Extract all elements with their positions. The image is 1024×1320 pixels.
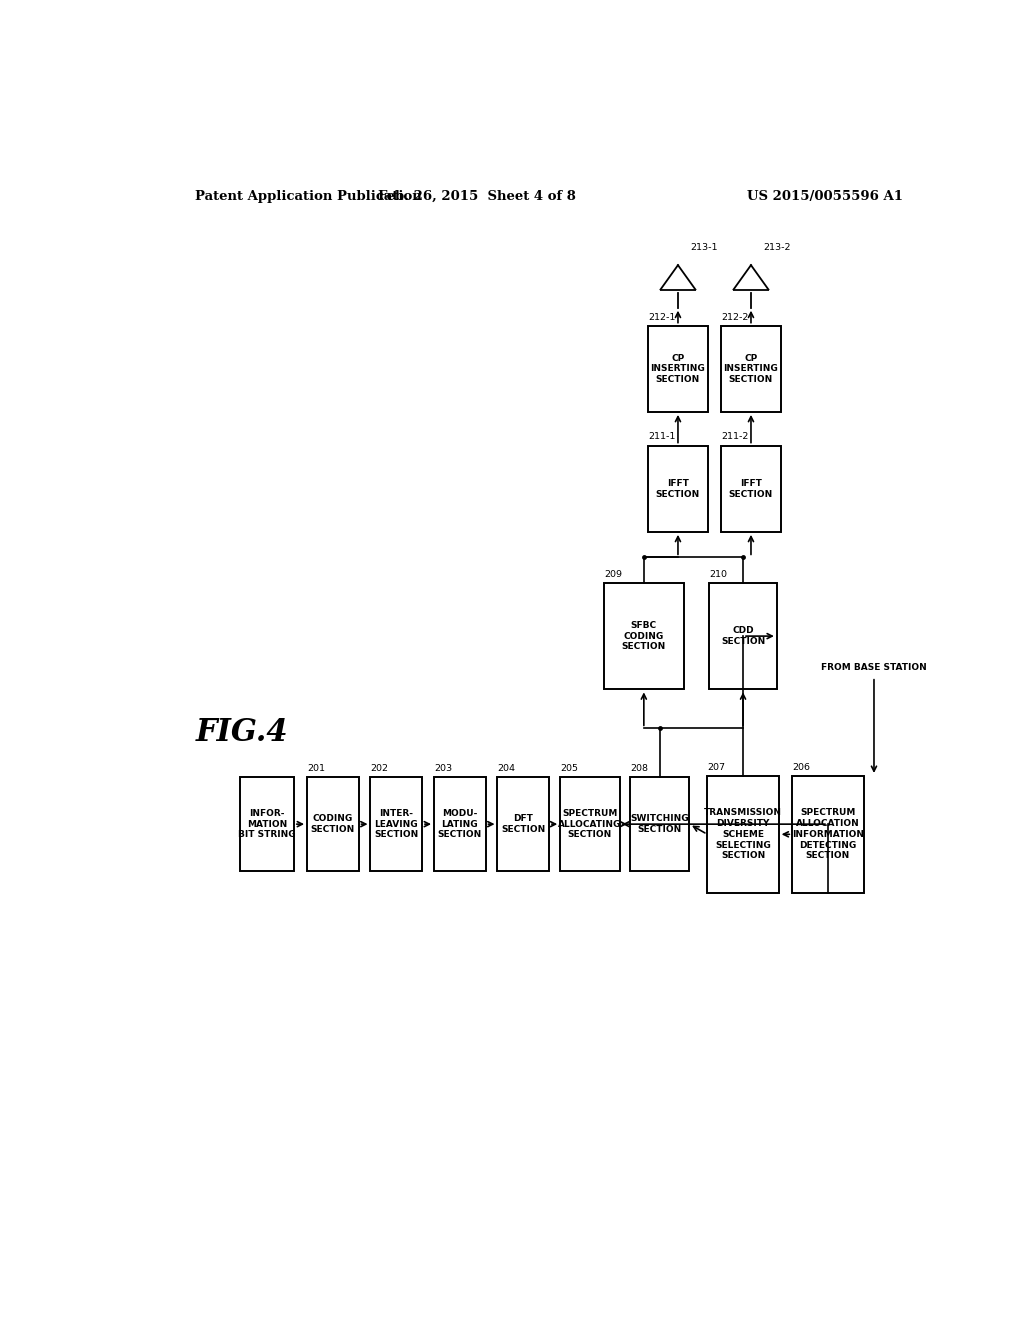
Text: 206: 206 [793, 763, 810, 772]
Bar [240, 777, 294, 871]
Bar [708, 776, 778, 892]
Text: US 2015/0055596 A1: US 2015/0055596 A1 [748, 190, 903, 202]
Text: SPECTRUM
ALLOCATION
INFORMATION
DETECTING
SECTION: SPECTRUM ALLOCATION INFORMATION DETECTIN… [792, 808, 864, 861]
Bar [721, 446, 780, 532]
Text: 211-2: 211-2 [721, 433, 749, 441]
Text: Patent Application Publication: Patent Application Publication [196, 190, 422, 202]
Text: 205: 205 [560, 764, 579, 774]
Text: 209: 209 [604, 570, 623, 578]
Text: 211-1: 211-1 [648, 433, 676, 441]
Bar [793, 776, 863, 892]
Text: MODU-
LATING
SECTION: MODU- LATING SECTION [437, 809, 482, 840]
Bar [434, 777, 485, 871]
Text: INTER-
LEAVING
SECTION: INTER- LEAVING SECTION [374, 809, 419, 840]
Bar [371, 777, 422, 871]
Bar [721, 326, 780, 412]
Bar [498, 777, 549, 871]
Bar [560, 777, 620, 871]
Text: DFT
SECTION: DFT SECTION [501, 814, 546, 834]
Text: 204: 204 [498, 764, 515, 774]
Bar [710, 582, 777, 689]
Text: CODING
SECTION: CODING SECTION [310, 814, 355, 834]
Text: IFFT
SECTION: IFFT SECTION [655, 479, 700, 499]
Text: SWITCHING
SECTION: SWITCHING SECTION [631, 814, 689, 834]
Text: SPECTRUM
ALLOCATING
SECTION: SPECTRUM ALLOCATING SECTION [558, 809, 622, 840]
Text: 212-2: 212-2 [721, 313, 749, 322]
Text: FROM BASE STATION: FROM BASE STATION [821, 663, 927, 672]
Text: 207: 207 [708, 763, 725, 772]
Text: Feb. 26, 2015  Sheet 4 of 8: Feb. 26, 2015 Sheet 4 of 8 [378, 190, 577, 202]
Text: 212-1: 212-1 [648, 313, 676, 322]
Bar [604, 582, 684, 689]
Bar [630, 777, 689, 871]
Text: 203: 203 [434, 764, 452, 774]
Text: FIG.4: FIG.4 [196, 717, 288, 748]
Text: INFOR-
MATION
BIT STRING: INFOR- MATION BIT STRING [238, 809, 296, 840]
Bar [648, 326, 708, 412]
Text: CP
INSERTING
SECTION: CP INSERTING SECTION [724, 354, 778, 384]
Text: CP
INSERTING
SECTION: CP INSERTING SECTION [650, 354, 706, 384]
Text: SFBC
CODING
SECTION: SFBC CODING SECTION [622, 620, 666, 651]
Text: 208: 208 [630, 764, 648, 774]
Bar [307, 777, 358, 871]
Text: 213-2: 213-2 [763, 243, 791, 252]
Text: CDD
SECTION: CDD SECTION [721, 626, 765, 645]
Text: 213-1: 213-1 [690, 243, 718, 252]
Text: TRANSMISSION
DIVERSITY
SCHEME
SELECTING
SECTION: TRANSMISSION DIVERSITY SCHEME SELECTING … [705, 808, 782, 861]
Text: 210: 210 [710, 570, 727, 578]
Text: IFFT
SECTION: IFFT SECTION [729, 479, 773, 499]
Bar [648, 446, 708, 532]
Text: 201: 201 [307, 764, 325, 774]
Text: 202: 202 [371, 764, 388, 774]
